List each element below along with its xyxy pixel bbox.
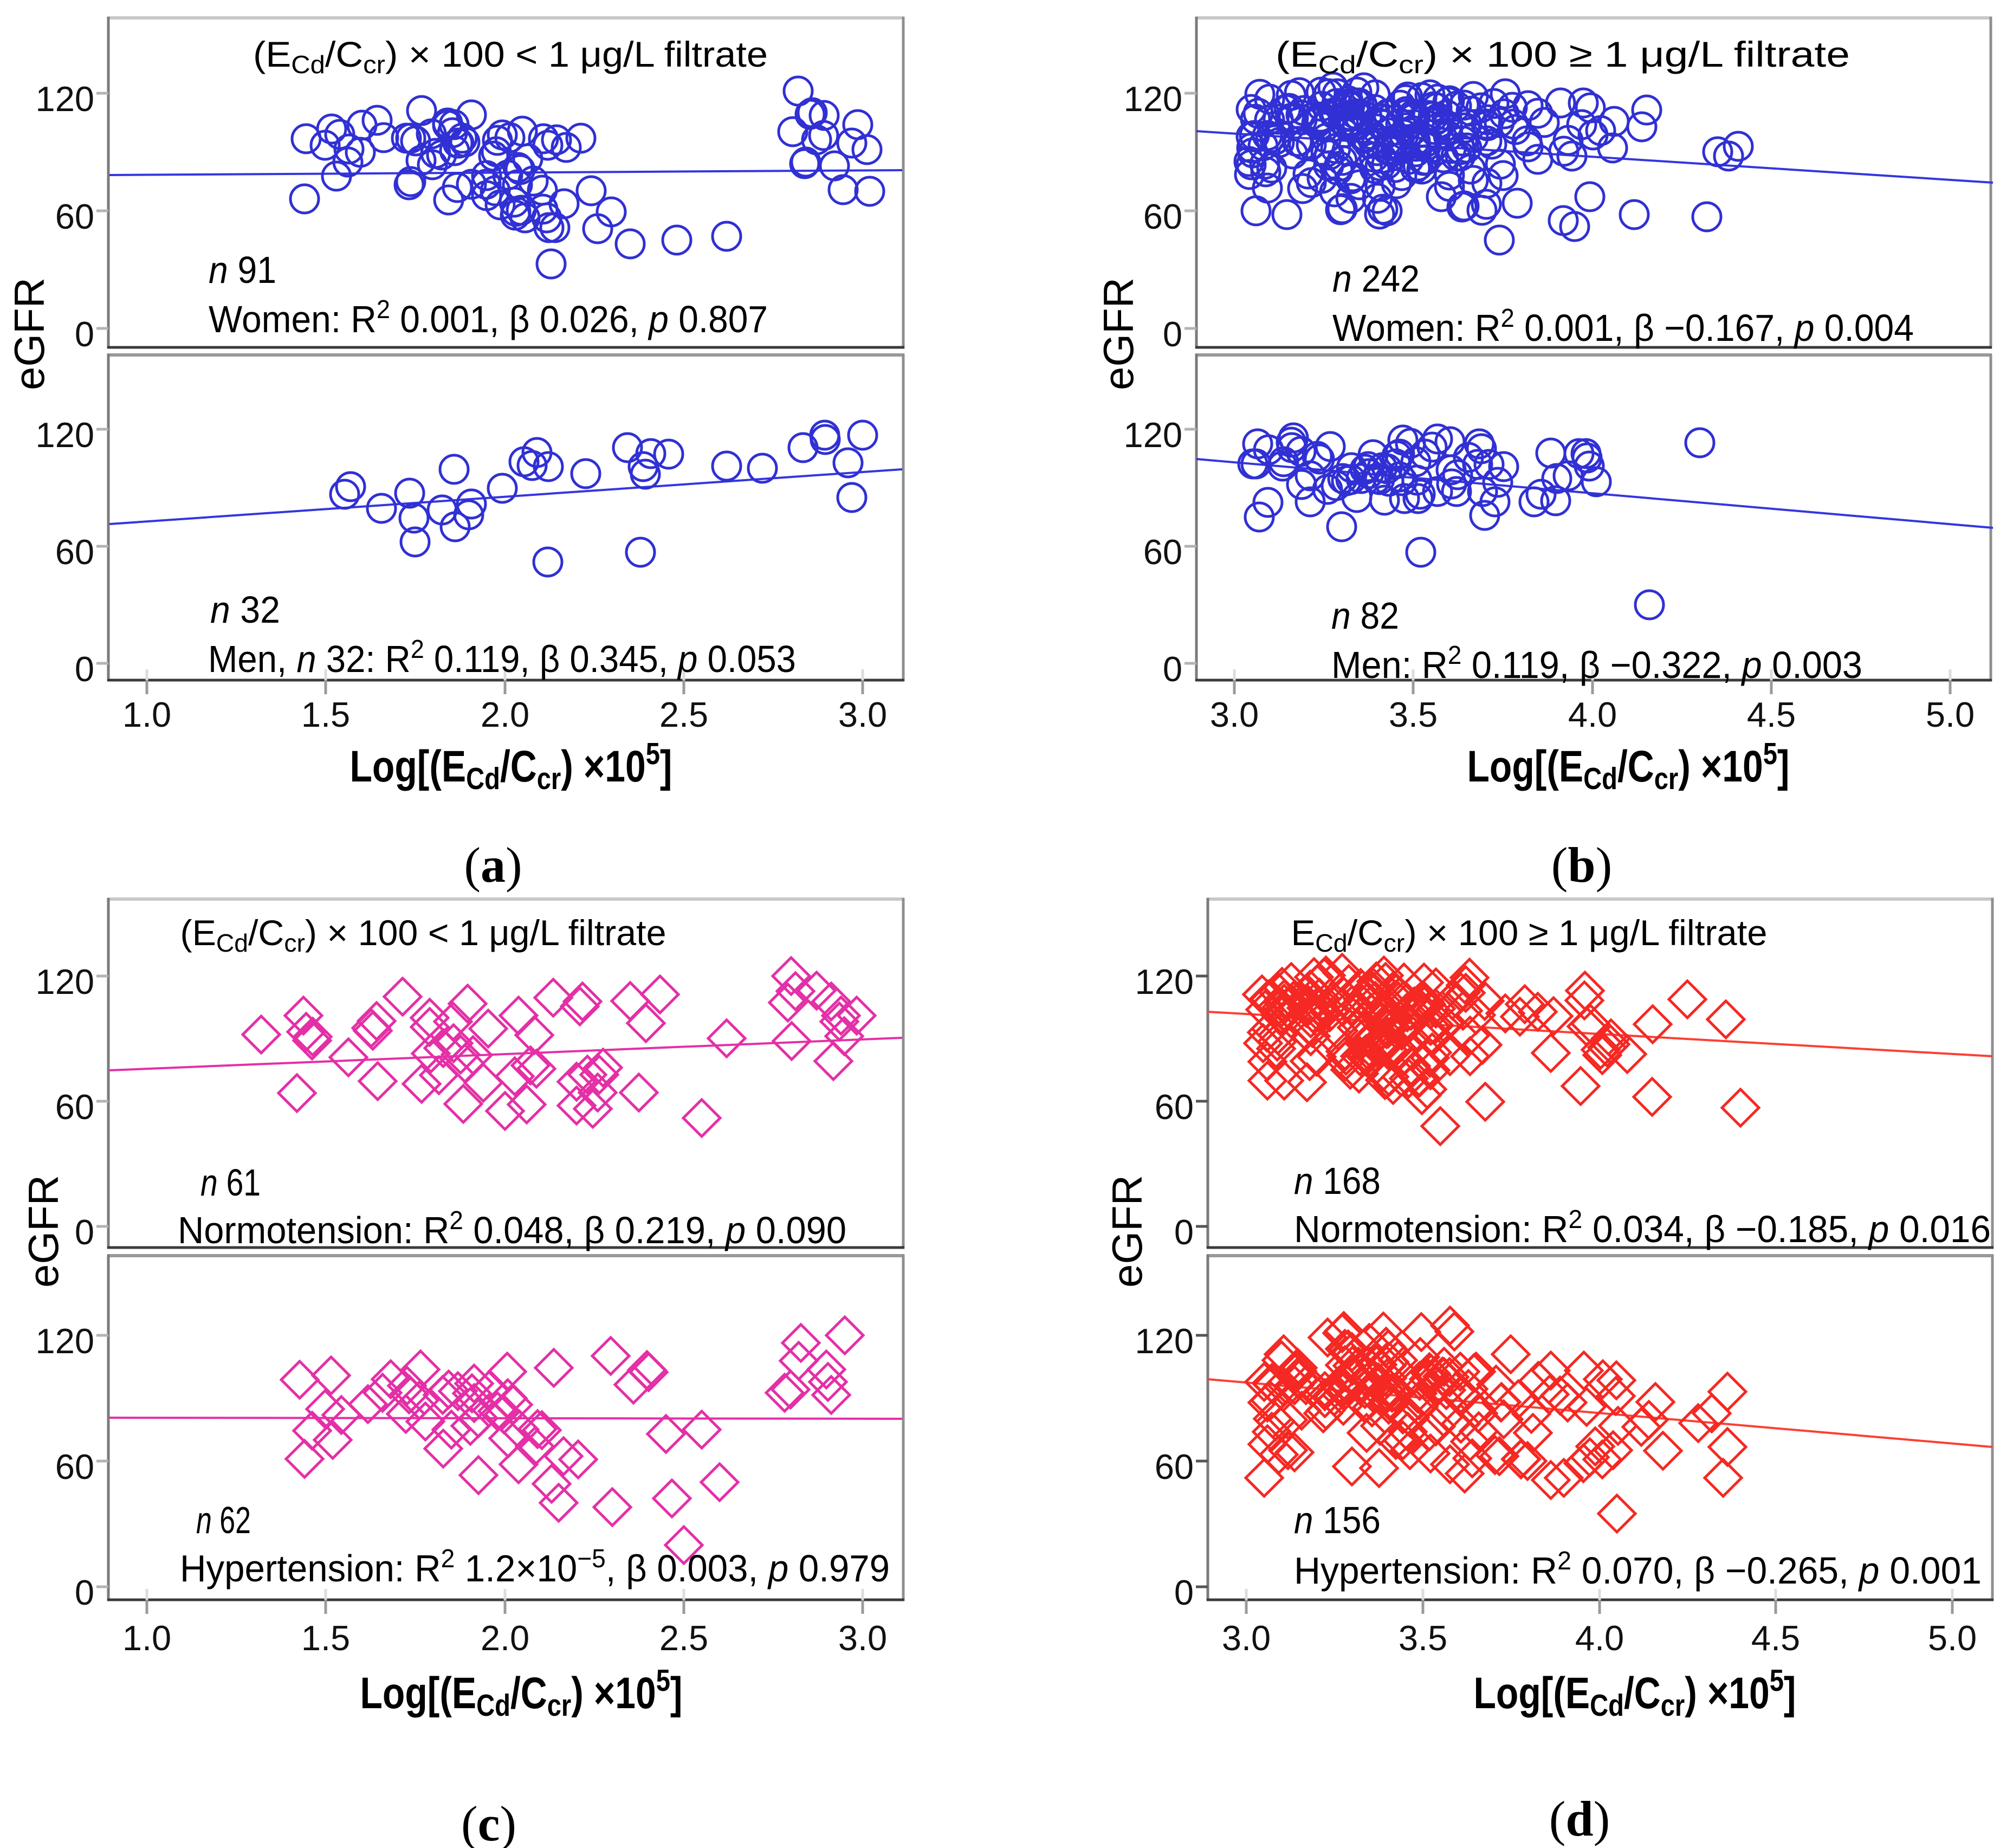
svg-text:0: 0 <box>75 649 94 689</box>
svg-text:60: 60 <box>55 197 94 236</box>
svg-text:0: 0 <box>1174 1212 1194 1252</box>
svg-text:0: 0 <box>75 1212 94 1252</box>
svg-text:n 242: n 242 <box>1332 257 1420 300</box>
svg-text:2.5: 2.5 <box>659 695 708 734</box>
svg-text:Log[(ECd/Ccr) ×105]: Log[(ECd/Ccr) ×105] <box>360 1663 683 1723</box>
svg-text:120: 120 <box>1124 79 1182 119</box>
svg-text:Log[(ECd/Ccr) ×105]: Log[(ECd/Ccr) ×105] <box>1467 736 1790 796</box>
svg-text:2.5: 2.5 <box>659 1618 708 1658</box>
svg-text:60: 60 <box>1155 1447 1194 1487</box>
svg-text:60: 60 <box>55 1087 94 1127</box>
svg-text:3.0: 3.0 <box>838 695 887 734</box>
svg-text:5.0: 5.0 <box>1926 695 1975 734</box>
svg-text:120: 120 <box>1124 415 1182 455</box>
svg-text:60: 60 <box>1143 197 1182 236</box>
svg-text:Hypertension: R2 0.070, β −0.2: Hypertension: R2 0.070, β −0.265, p 0.00… <box>1294 1547 1982 1592</box>
svg-text:n 82: n 82 <box>1331 595 1399 637</box>
svg-text:5.0: 5.0 <box>1928 1618 1977 1658</box>
svg-text:(d): (d) <box>1549 1791 1610 1846</box>
svg-text:n 61: n 61 <box>200 1161 261 1204</box>
svg-text:(ECd/Ccr) × 100 ≥ 1 μg/L filtr: (E Cd/C cr) × 100 ≥ 1 μg/L filtrate <box>1276 34 1850 79</box>
svg-text:3.0: 3.0 <box>838 1618 887 1658</box>
svg-text:0: 0 <box>1174 1573 1194 1612</box>
svg-text:120: 120 <box>36 1321 94 1361</box>
svg-text:Women: R2 0.001, β 0.026, p 0.: Women: R2 0.001, β 0.026, p 0.807 <box>209 295 768 340</box>
svg-text:n 91: n 91 <box>209 249 276 291</box>
svg-text:(ECd/Ccr) × 100 < 1 μg/L filtr: (ECd/Ccr) × 100 < 1 μg/L filtrate <box>180 913 666 957</box>
svg-text:n 156: n 156 <box>1294 1499 1381 1541</box>
svg-text:4.0: 4.0 <box>1575 1618 1624 1658</box>
svg-text:1.5: 1.5 <box>301 695 350 734</box>
svg-text:Normotension: R2 0.034, β −0.1: Normotension: R2 0.034, β −0.185, p 0.01… <box>1294 1205 1991 1250</box>
svg-text:Hypertension: R2 1.2×10−5, β 0: Hypertension: R2 1.2×10−5, β 0.003, p 0.… <box>180 1545 890 1589</box>
svg-text:120: 120 <box>36 79 94 119</box>
svg-text:Women: R2 0.001, β −0.167, p 0: Women: R2 0.001, β −0.167, p 0.004 <box>1332 304 1914 349</box>
svg-text:0: 0 <box>75 1573 94 1612</box>
svg-text:60: 60 <box>1143 532 1182 572</box>
svg-text:eGFR: eGFR <box>5 277 53 390</box>
svg-text:n 32: n 32 <box>210 589 280 631</box>
svg-text:4.5: 4.5 <box>1751 1618 1800 1658</box>
svg-text:Normotension: R2 0.048, β 0.21: Normotension: R2 0.048, β 0.219, p 0.090 <box>178 1206 846 1251</box>
svg-text:2.0: 2.0 <box>481 1618 529 1658</box>
svg-text:60: 60 <box>55 1447 94 1487</box>
svg-text:1.0: 1.0 <box>122 695 171 734</box>
svg-text:(ECd/Ccr) × 100 < 1 μg/L filtr: (ECd/Ccr) × 100 < 1 μg/L filtrate <box>253 34 768 79</box>
svg-text:4.5: 4.5 <box>1747 695 1796 734</box>
svg-text:Men: R2 0.119, β −0.322, p 0.0: Men: R2 0.119, β −0.322, p 0.003 <box>1331 641 1862 686</box>
svg-text:120: 120 <box>1135 962 1194 1001</box>
svg-text:3.0: 3.0 <box>1210 695 1259 734</box>
svg-text:0: 0 <box>1163 314 1182 354</box>
svg-text:2.0: 2.0 <box>481 695 529 734</box>
svg-text:120: 120 <box>36 962 94 1001</box>
svg-text:Men, n 32: R2 0.119, β 0.345,: Men, n 32: R2 0.119, β 0.345, p 0.053 <box>208 635 796 680</box>
svg-text:0: 0 <box>1163 649 1182 689</box>
svg-text:0: 0 <box>75 314 94 354</box>
svg-text:ECd/Ccr) × 100 ≥ 1 μg/L filtra: ECd/Ccr) × 100 ≥ 1 μg/L filtrate <box>1291 913 1768 957</box>
svg-text:1.5: 1.5 <box>301 1618 350 1658</box>
svg-text:4.0: 4.0 <box>1568 695 1617 734</box>
svg-text:n 168: n 168 <box>1294 1160 1381 1202</box>
svg-text:3.5: 3.5 <box>1389 695 1438 734</box>
svg-text:3.0: 3.0 <box>1222 1618 1271 1658</box>
svg-text:3.5: 3.5 <box>1399 1618 1447 1658</box>
svg-text:Log[(ECd/Ccr) ×105]: Log[(ECd/Ccr) ×105] <box>1474 1663 1796 1723</box>
svg-text:eGFR: eGFR <box>1103 1175 1151 1288</box>
svg-text:120: 120 <box>1135 1321 1194 1361</box>
svg-text:1.0: 1.0 <box>122 1618 171 1658</box>
svg-text:eGFR: eGFR <box>1095 277 1142 390</box>
svg-text:n 62: n 62 <box>196 1499 251 1541</box>
svg-text:(b): (b) <box>1551 837 1612 893</box>
svg-text:60: 60 <box>55 532 94 572</box>
svg-text:(a): (a) <box>464 837 522 893</box>
svg-text:120: 120 <box>36 415 94 455</box>
svg-text:Log[(ECd/Ccr) ×105]: Log[(ECd/Ccr) ×105] <box>350 736 672 796</box>
svg-text:eGFR: eGFR <box>20 1175 67 1288</box>
svg-text:60: 60 <box>1155 1087 1194 1127</box>
svg-text:(c): (c) <box>461 1796 516 1848</box>
